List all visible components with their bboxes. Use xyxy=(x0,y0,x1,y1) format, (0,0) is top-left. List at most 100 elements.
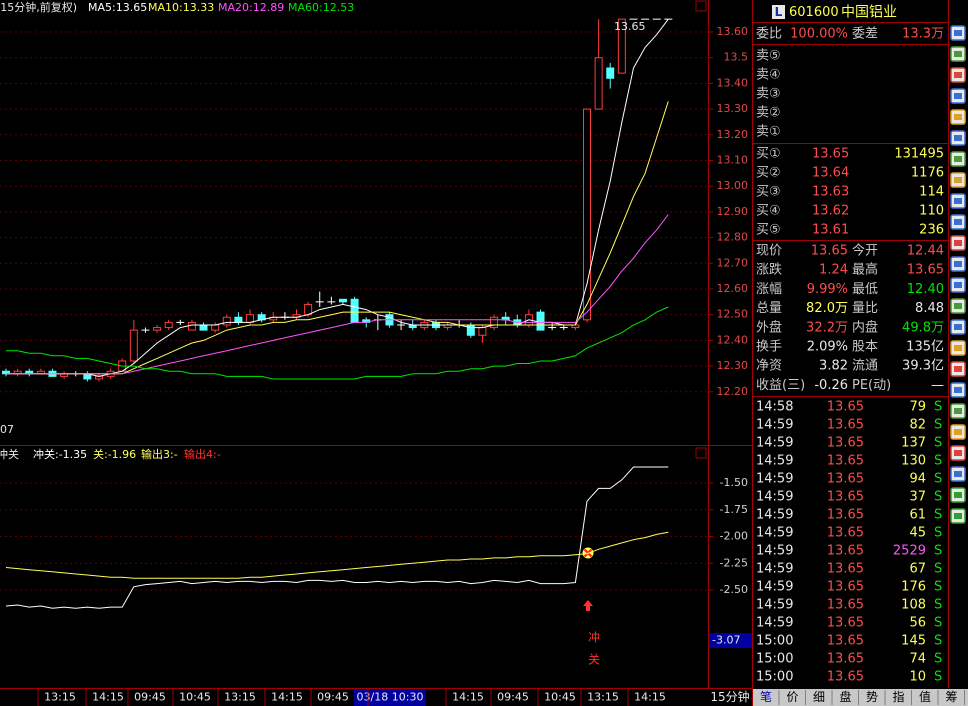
trade-side: S xyxy=(934,472,942,487)
y-tick-label: -1.75 xyxy=(720,503,748,516)
toolbar-icon-mark xyxy=(954,51,962,57)
trade-price: 13.65 xyxy=(827,508,864,523)
legend-item: 冲关:-1.35 xyxy=(33,447,87,461)
tab-bar xyxy=(753,689,968,706)
trade-price: 13.65 xyxy=(827,580,864,595)
x-tick-label: 13:15 xyxy=(44,691,76,704)
x-tick-label: 13:15 xyxy=(224,691,256,704)
trade-volume: 45 xyxy=(909,526,926,541)
candle-body xyxy=(617,18,626,74)
stat-value: 82.0万 xyxy=(806,301,848,316)
x-tick-label: 03/18 10:30 xyxy=(357,691,424,704)
x-tick-label: 10:45 xyxy=(544,691,576,704)
buy-volume: 131495 xyxy=(894,147,944,162)
stat-value: 1.24 xyxy=(819,263,848,278)
stat-label: 换手 xyxy=(756,340,782,355)
trade-price: 13.65 xyxy=(827,454,864,469)
tab[interactable]: 细 xyxy=(813,690,825,704)
trade-side: S xyxy=(934,418,942,433)
stat-label: 涨跌 xyxy=(756,262,782,278)
order-ratio: 100.00% xyxy=(790,27,848,42)
tab[interactable]: 值 xyxy=(919,689,931,704)
stat-value: 12.40 xyxy=(907,282,944,297)
badge: L xyxy=(775,5,783,19)
y-tick-label: 12.20 xyxy=(717,385,749,398)
order-ratio: 委比 xyxy=(756,27,782,42)
tab[interactable]: 价 xyxy=(786,690,798,704)
x-tick-label: 14:15 xyxy=(634,691,666,704)
stat-value: 13.65 xyxy=(907,263,944,278)
toolbar-icon-mark xyxy=(954,72,962,78)
candle-body xyxy=(211,324,220,331)
buy-price: 13.63 xyxy=(812,185,849,200)
y-tick-label: 13.00 xyxy=(717,179,749,192)
y-tick-label: -2.50 xyxy=(720,583,748,596)
cursor-value: -3.07 xyxy=(712,634,740,647)
stat-value: 9.99% xyxy=(807,282,848,297)
sell-label: 卖③ xyxy=(756,87,781,102)
panel-button[interactable] xyxy=(695,447,707,459)
toolbar-icon-mark xyxy=(954,429,962,435)
trade-price: 13.65 xyxy=(827,472,864,487)
period-tab[interactable]: 15分钟 xyxy=(710,689,749,704)
y-tick-label: -2.00 xyxy=(720,530,748,543)
stat-value: — xyxy=(931,378,944,393)
legend-item: 关:-1.96 xyxy=(93,447,136,461)
legend-extra: 输出3:- xyxy=(141,447,178,461)
toolbar-icon-mark xyxy=(954,114,962,120)
panel-button[interactable] xyxy=(695,0,707,12)
buy-label: 买③ xyxy=(756,185,781,200)
tab[interactable]: 笔 xyxy=(760,689,772,704)
tab[interactable]: 势 xyxy=(866,690,878,704)
tab[interactable]: 指 xyxy=(892,689,904,704)
stat-value: 12.44 xyxy=(907,244,944,259)
buy-label: 买② xyxy=(756,166,781,181)
trade-volume: 2529 xyxy=(893,544,926,559)
toolbar-icon-mark xyxy=(954,261,962,267)
toolbar-icon-mark xyxy=(954,177,962,183)
trade-price: 13.65 xyxy=(827,526,864,541)
tab[interactable]: 筹 xyxy=(945,690,957,704)
badge-box xyxy=(772,5,785,19)
stat-label: 现价 xyxy=(756,244,782,259)
trade-volume: 56 xyxy=(909,616,926,631)
stat-value: 32.2万 xyxy=(806,320,848,335)
candle-body xyxy=(583,108,591,321)
trade-time: 14:59 xyxy=(756,544,793,559)
y-tick-label: 12.30 xyxy=(717,359,749,372)
legend-item: MA5:13.65 xyxy=(88,1,147,14)
toolbar-icon-mark xyxy=(954,387,962,393)
toolbar-icon-mark xyxy=(954,366,962,372)
buy-label: 买④ xyxy=(756,204,781,219)
stat-label: 最高 xyxy=(852,262,878,278)
trade-price: 13.65 xyxy=(827,670,864,685)
y-tick-label: 13.30 xyxy=(717,102,749,115)
stock-code: 601600 xyxy=(789,5,839,20)
stat-label: 流通 xyxy=(852,359,878,374)
trade-volume: 79 xyxy=(909,400,926,415)
stat-value: -0.26 xyxy=(814,378,848,393)
trade-price: 13.65 xyxy=(827,634,864,649)
buy-price: 13.65 xyxy=(812,147,849,162)
candle-body xyxy=(466,324,475,336)
trade-volume: 82 xyxy=(909,418,926,433)
trade-side: S xyxy=(934,436,942,451)
toolbar-icon-mark xyxy=(954,198,962,204)
trade-time: 15:00 xyxy=(756,670,793,685)
stat-label: 股本 xyxy=(852,340,878,355)
stat-value: 49.8万 xyxy=(902,320,944,335)
toolbar-icon-mark xyxy=(954,408,962,414)
trade-side: S xyxy=(934,616,942,631)
max-label: 13.65 xyxy=(614,20,646,33)
tab[interactable]: 盘 xyxy=(839,689,851,704)
candle-body xyxy=(153,327,162,331)
buy-volume: 1176 xyxy=(911,166,944,181)
candle-body xyxy=(594,57,603,110)
y-tick-label: 12.60 xyxy=(717,282,749,295)
trade-side: S xyxy=(934,508,942,523)
toolbar-icon-mark xyxy=(954,282,962,288)
trade-side: S xyxy=(934,598,942,613)
stat-label: 总量 xyxy=(756,301,782,316)
trade-volume: 74 xyxy=(909,652,926,667)
trade-side: S xyxy=(934,526,942,541)
